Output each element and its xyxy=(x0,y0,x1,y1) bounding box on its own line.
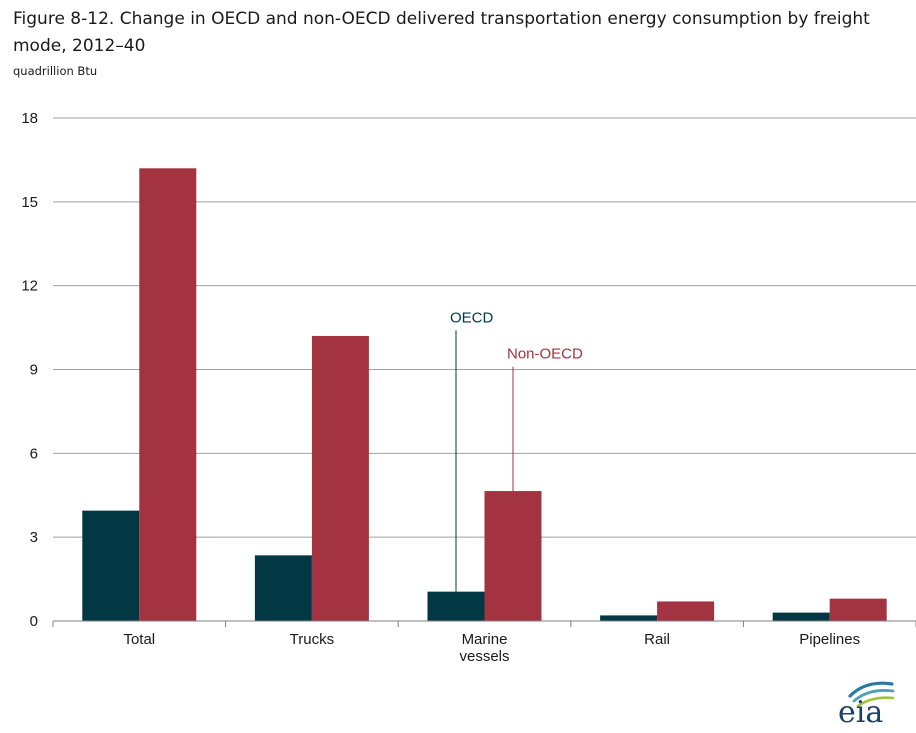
y-tick-label: 6 xyxy=(30,445,38,462)
bars xyxy=(82,168,887,622)
unit-label: quadrillion Btu xyxy=(13,64,98,78)
annotation-label-oecd: OECD xyxy=(450,309,494,326)
annotations: OECD Non-OECD xyxy=(450,309,583,592)
y-tick-label: 15 xyxy=(21,194,38,211)
y-tick-label: 3 xyxy=(30,529,38,546)
category-label: Marine xyxy=(462,631,508,648)
bar-oecd xyxy=(427,591,485,621)
category-label: Rail xyxy=(644,631,670,648)
bar-oecd xyxy=(82,510,140,621)
logo-arc-3 xyxy=(856,696,895,708)
logo-arc-2 xyxy=(852,689,895,703)
bar-non-oecd xyxy=(829,598,887,621)
category-label: vessels xyxy=(459,648,509,665)
y-tick-label: 12 xyxy=(21,278,38,295)
chart-title: Figure 8-12. Change in OECD and non-OECD… xyxy=(13,9,870,56)
bar-oecd xyxy=(772,612,830,621)
bar-non-oecd xyxy=(139,168,197,622)
y-tick-labels: 0 3 6 9 12 15 18 xyxy=(21,110,38,630)
y-tick-label: 18 xyxy=(21,110,38,127)
bar-non-oecd xyxy=(311,335,369,621)
bar-oecd xyxy=(600,615,658,621)
y-tick-label: 9 xyxy=(30,362,38,379)
annotation-label-non-oecd: Non-OECD xyxy=(507,346,583,363)
category-label: Pipelines xyxy=(799,631,860,648)
bar-oecd xyxy=(254,555,312,621)
y-tick-label: 0 xyxy=(30,613,38,630)
bar-non-oecd xyxy=(484,491,542,621)
x-axis xyxy=(52,620,916,627)
category-label: Trucks xyxy=(290,631,334,648)
eia-logo: eia xyxy=(838,681,895,726)
logo-arc-1 xyxy=(848,681,894,698)
logo-text: eia xyxy=(838,695,883,726)
bar-non-oecd xyxy=(657,601,715,621)
category-label: Total xyxy=(123,631,155,648)
